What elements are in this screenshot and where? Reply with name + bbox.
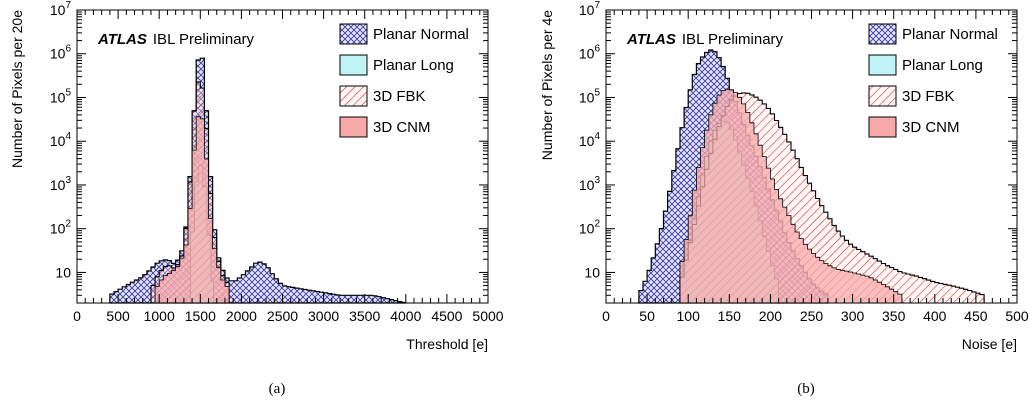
noise-panel: 0 50 100 150 200 250 300 350 400 450 500 10 102 103 10… — [539, 0, 1029, 397]
x-tick-label: 150 — [718, 308, 742, 324]
legend-swatch-3d-fbk — [339, 85, 368, 107]
x-tick-label: 2500 — [267, 308, 298, 324]
y-tick-label: 104 — [579, 131, 601, 149]
x-tick-label: 0 — [73, 308, 81, 324]
x-axis-label: Threshold [e] — [406, 336, 488, 352]
legend-label: Planar Long — [902, 57, 983, 74]
y-tick-label: 103 — [579, 175, 601, 193]
atlas-label: ATLAS IBL Preliminary — [626, 31, 784, 48]
threshold-panel: 0 500 1000 1500 2000 2500 3000 3500 4000 4500 5000… — [9, 0, 504, 397]
y-tick-label: 105 — [50, 87, 72, 105]
x-tick-label: 350 — [882, 308, 906, 324]
x-tick-label: 1500 — [185, 308, 216, 324]
plot-frame — [76, 9, 489, 304]
x-tick-label: 5000 — [472, 308, 503, 324]
y-tick-label: 107 — [579, 0, 601, 18]
histogram-series-3d-cnm — [154, 116, 230, 304]
legend-label: 3D FBK — [902, 88, 955, 105]
atlas-label: ATLAS IBL Preliminary — [97, 31, 255, 48]
y-tick-label: 103 — [50, 175, 72, 193]
panel-caption: (b) — [797, 381, 815, 397]
histogram-series-planar-normal — [109, 57, 407, 304]
y-tick-label: 102 — [579, 219, 601, 237]
panel-caption: (a) — [269, 381, 286, 397]
y-axis-label: Number of Pixels per 20e — [9, 10, 25, 168]
y-tick-label: 105 — [579, 87, 601, 105]
y-tick-label: 106 — [50, 44, 72, 62]
y-tick-label: 104 — [50, 131, 72, 149]
x-tick-label: 2000 — [226, 308, 257, 324]
legend-label: 3D CNM — [373, 119, 431, 136]
x-tick-label: 3000 — [308, 308, 339, 324]
x-tick-label: 100 — [677, 308, 701, 324]
legend-swatch-planar-long — [868, 54, 897, 76]
x-tick-label: 0 — [602, 308, 610, 324]
legend-swatch-planar-normal — [339, 23, 368, 45]
y-axis-label: Number of Pixels per 4e — [539, 10, 555, 160]
histogram-series-3d-cnm — [679, 88, 903, 304]
y-tick-label: 102 — [50, 219, 72, 237]
legend-swatch-3d-fbk — [868, 85, 897, 107]
x-tick-label: 500 — [1005, 308, 1029, 324]
x-tick-label: 3500 — [349, 308, 380, 324]
legend-label: 3D CNM — [902, 119, 960, 136]
x-tick-label: 500 — [106, 308, 130, 324]
y-tick-label: 10 — [55, 264, 71, 280]
x-tick-label: 50 — [639, 308, 655, 324]
x-tick-label: 200 — [759, 308, 783, 324]
legend-label: 3D FBK — [373, 88, 426, 105]
x-tick-label: 400 — [923, 308, 947, 324]
legend-swatch-planar-normal — [868, 23, 897, 45]
legend-swatch-3d-cnm — [868, 116, 897, 138]
legend-label: Planar Normal — [373, 26, 469, 43]
x-tick-label: 250 — [800, 308, 824, 324]
y-tick-label: 106 — [579, 44, 601, 62]
x-tick-label: 1000 — [144, 308, 175, 324]
legend-label: Planar Long — [373, 57, 454, 74]
y-tick-label: 107 — [50, 0, 72, 18]
legend-swatch-planar-long — [339, 54, 368, 76]
legend-label: Planar Normal — [902, 26, 998, 43]
x-axis-label: Noise [e] — [962, 336, 1017, 352]
x-tick-label: 300 — [841, 308, 865, 324]
y-tick-label: 10 — [584, 264, 600, 280]
x-tick-label: 4500 — [431, 308, 462, 324]
x-tick-label: 4000 — [390, 308, 421, 324]
legend-swatch-3d-cnm — [339, 116, 368, 138]
x-tick-label: 450 — [964, 308, 988, 324]
